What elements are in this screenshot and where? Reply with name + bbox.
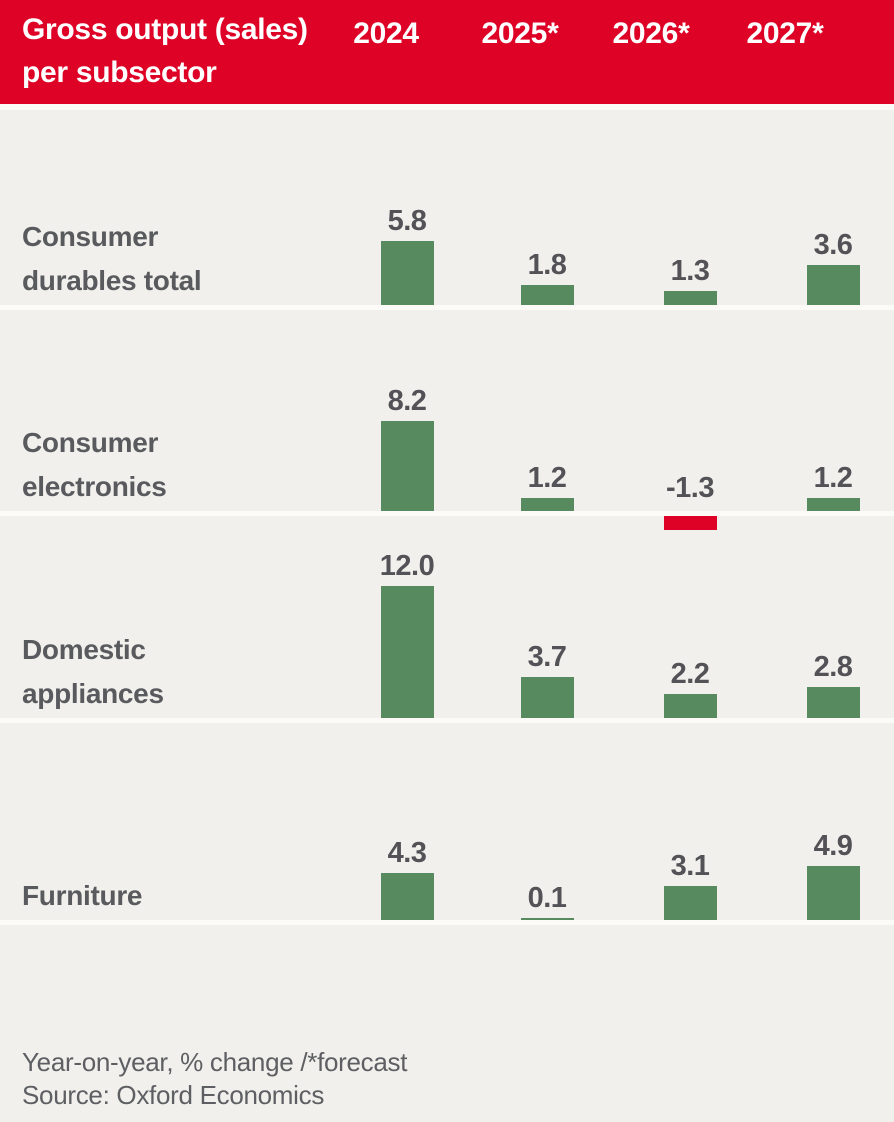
bar-value-label: 3.7 [527, 641, 567, 673]
bar-value-label: -1.3 [666, 472, 714, 504]
bar-value-label: 4.3 [387, 837, 427, 869]
column-header-2024: 2024 [353, 17, 419, 50]
bar-value-label: 3.6 [813, 229, 853, 261]
bar-value-label: 5.8 [387, 205, 427, 237]
bar-value-label: 1.2 [813, 462, 853, 494]
bar-value-label: 2.2 [670, 658, 710, 690]
bar-value-label: 0.1 [527, 882, 567, 914]
bar [521, 285, 574, 305]
row-label: Domestic appliances [22, 634, 164, 709]
page-title: Gross output (sales) per subsector [22, 13, 308, 89]
column-header-2027: 2027* [746, 17, 824, 50]
bar [807, 265, 860, 305]
bar [807, 498, 860, 511]
column-header-2026: 2026* [612, 17, 690, 50]
row-label: Consumer electronics [22, 427, 167, 502]
row-label: Consumer durables total [22, 221, 202, 296]
bar-value-label: 1.3 [670, 255, 710, 287]
row-divider [0, 718, 894, 723]
bar-value-label: 3.1 [670, 850, 710, 882]
bar [381, 241, 434, 305]
header: Gross output (sales) per subsector 2024 2… [0, 0, 894, 104]
header-divider [0, 104, 894, 110]
bar [807, 687, 860, 718]
column-header-2025: 2025* [481, 17, 559, 50]
bar-value-label: 8.2 [387, 385, 427, 417]
footnote-block: Year-on-year, % change /*forecast Source… [22, 1046, 822, 1112]
bar [807, 866, 860, 920]
bar-value-label: 12.0 [379, 550, 435, 582]
bar [664, 516, 717, 530]
bar [381, 873, 434, 920]
bar-value-label: 1.2 [527, 462, 567, 494]
bar [381, 421, 434, 511]
source-note: Source: Oxford Economics [22, 1080, 325, 1110]
bar [664, 886, 717, 920]
row-divider [0, 511, 894, 516]
bar [521, 677, 574, 718]
bar [521, 498, 574, 511]
bar-value-label: 4.9 [813, 830, 853, 862]
bar [664, 694, 717, 718]
bar-value-label: 2.8 [813, 651, 853, 683]
footnote: Year-on-year, % change /*forecast [22, 1047, 408, 1077]
bar-value-label: 1.8 [527, 249, 567, 281]
row-label: Furniture [22, 880, 143, 911]
row-divider [0, 305, 894, 310]
bar [521, 918, 574, 920]
bar [381, 586, 434, 718]
row-divider [0, 920, 894, 925]
bar [664, 291, 717, 305]
